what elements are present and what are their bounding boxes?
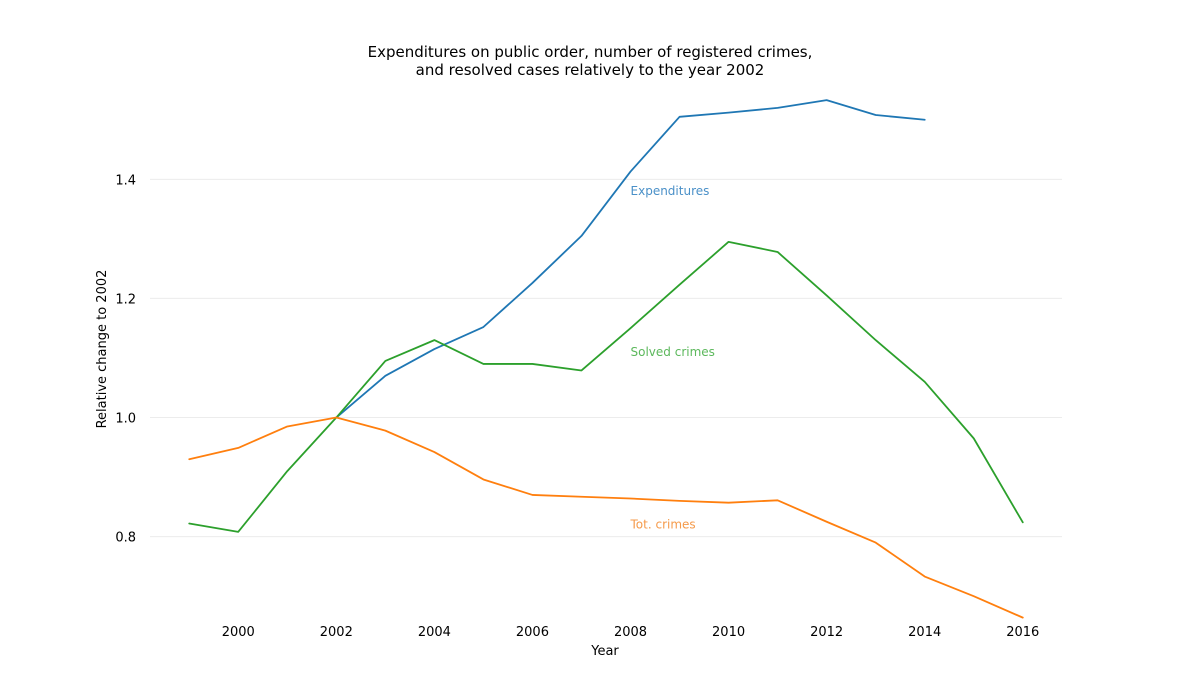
x-tick-label: 2000 <box>222 625 255 640</box>
x-tick-label: 2002 <box>320 625 353 640</box>
series-line-expenditures <box>335 99 926 419</box>
chart-title-line-2: and resolved cases relatively to the yea… <box>415 61 765 79</box>
y-axis-ticks: 0.8 1.0 1.2 1.4 <box>115 173 136 545</box>
y-tick-label: 0.8 <box>115 531 136 546</box>
series-label: Solved crimes <box>631 345 715 359</box>
x-tick-label: 2016 <box>1006 625 1039 640</box>
series-line-solved-crimes <box>188 240 1024 533</box>
series-label: Tot. crimes <box>630 518 696 532</box>
chart-title-line-1: Expenditures on public order, number of … <box>367 43 813 61</box>
y-tick-label: 1.0 <box>115 412 136 427</box>
series-label: Expenditures <box>631 184 710 198</box>
x-axis-ticks: 2000 2002 2004 2006 2008 2010 2012 2014 2016 <box>222 625 1040 640</box>
series-labels: Expenditures Solved crimes Tot. crimes <box>630 184 715 531</box>
gridlines <box>150 178 1062 538</box>
y-axis-label: Relative change to 2002 <box>95 270 110 429</box>
x-tick-label: 2006 <box>516 625 549 640</box>
series-line-tot-crimes <box>188 416 1024 619</box>
x-tick-label: 2014 <box>908 625 941 640</box>
x-tick-label: 2010 <box>712 625 745 640</box>
y-tick-label: 1.4 <box>115 173 136 188</box>
y-tick-label: 1.2 <box>115 292 136 307</box>
x-axis-label: Year <box>590 644 619 659</box>
x-tick-label: 2008 <box>614 625 647 640</box>
x-tick-label: 2012 <box>810 625 843 640</box>
x-tick-label: 2004 <box>418 625 451 640</box>
series-lines <box>188 99 1024 619</box>
